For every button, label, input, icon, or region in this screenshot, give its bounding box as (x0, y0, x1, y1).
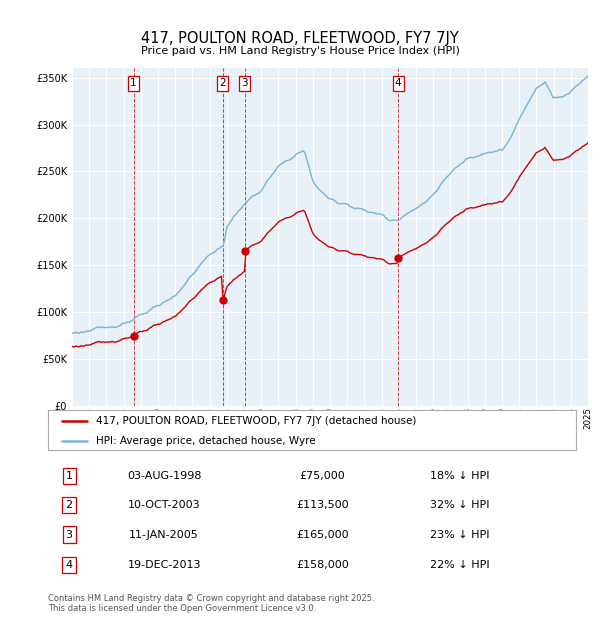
Text: 1: 1 (65, 471, 73, 481)
Text: 19-DEC-2013: 19-DEC-2013 (127, 560, 201, 570)
Text: 03-AUG-1998: 03-AUG-1998 (127, 471, 202, 481)
Text: £113,500: £113,500 (296, 500, 349, 510)
Text: 3: 3 (65, 529, 73, 539)
Text: 11-JAN-2005: 11-JAN-2005 (129, 529, 199, 539)
Text: Price paid vs. HM Land Registry's House Price Index (HPI): Price paid vs. HM Land Registry's House … (140, 46, 460, 56)
Text: 32% ↓ HPI: 32% ↓ HPI (430, 500, 490, 510)
Text: HPI: Average price, detached house, Wyre: HPI: Average price, detached house, Wyre (95, 436, 315, 446)
Text: 18% ↓ HPI: 18% ↓ HPI (430, 471, 490, 481)
Text: 1: 1 (130, 78, 137, 89)
Text: £75,000: £75,000 (299, 471, 346, 481)
Text: £158,000: £158,000 (296, 560, 349, 570)
Text: 3: 3 (241, 78, 248, 89)
Text: Contains HM Land Registry data © Crown copyright and database right 2025.
This d: Contains HM Land Registry data © Crown c… (48, 593, 374, 613)
Text: 417, POULTON ROAD, FLEETWOOD, FY7 7JY (detached house): 417, POULTON ROAD, FLEETWOOD, FY7 7JY (d… (95, 417, 416, 427)
Text: 23% ↓ HPI: 23% ↓ HPI (430, 529, 490, 539)
Point (129, 330, 139, 340)
Point (218, 294, 227, 304)
Text: 4: 4 (65, 560, 73, 570)
Point (394, 253, 403, 263)
Text: 2: 2 (220, 78, 226, 89)
Text: 2: 2 (65, 500, 73, 510)
Text: 4: 4 (395, 78, 401, 89)
Text: 22% ↓ HPI: 22% ↓ HPI (430, 560, 490, 570)
Text: 417, POULTON ROAD, FLEETWOOD, FY7 7JY: 417, POULTON ROAD, FLEETWOOD, FY7 7JY (141, 31, 459, 46)
Point (240, 246, 250, 256)
Text: £165,000: £165,000 (296, 529, 349, 539)
Text: 10-OCT-2003: 10-OCT-2003 (128, 500, 200, 510)
